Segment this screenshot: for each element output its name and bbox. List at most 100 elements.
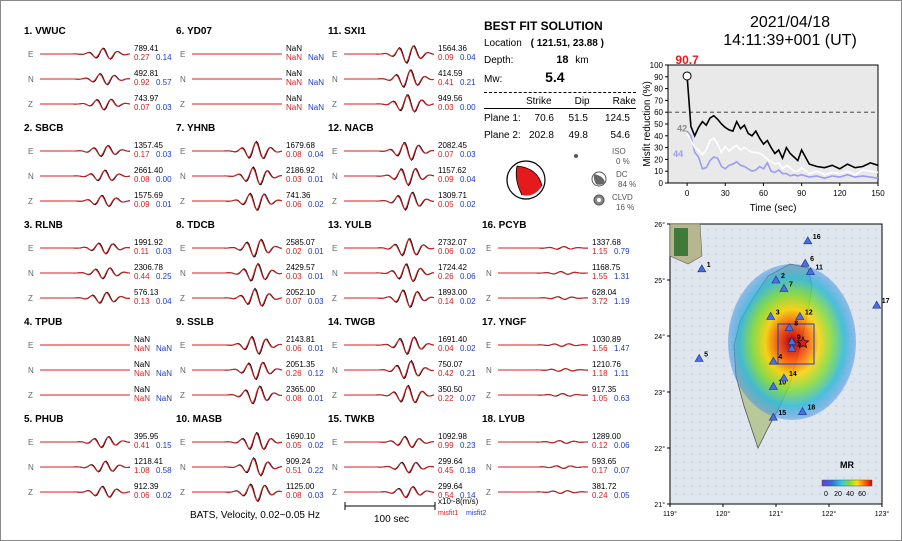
component-misfit2: 1.11 [614, 369, 630, 378]
map-grid-dot [715, 445, 717, 447]
map-grid-dot [811, 469, 813, 471]
map-grid-dot [851, 421, 853, 423]
map-grid-dot [851, 453, 853, 455]
component-label: N [180, 366, 186, 375]
map-grid-dot [811, 461, 813, 463]
map-grid-dot [699, 437, 701, 439]
map-grid-dot [739, 253, 741, 255]
synthetic-trace [192, 385, 283, 404]
rake-header: Rake [612, 96, 636, 107]
component-amplitude: 1210.76 [592, 360, 621, 369]
map-grid-dot [763, 253, 765, 255]
map-grid-dot [771, 437, 773, 439]
map-grid-dot [739, 245, 741, 247]
component-amplitude: 2661.40 [134, 166, 163, 175]
map-grid-dot [875, 293, 877, 295]
map-grid-dot [867, 309, 869, 311]
map-grid-dot [691, 477, 693, 479]
map-grid-dot [755, 237, 757, 239]
map-grid-dot [875, 261, 877, 263]
synthetic-trace [40, 461, 131, 472]
component-misfit1: 0.08 [286, 394, 302, 403]
map-grid-dot [675, 477, 677, 479]
mw-value: 5.4 [545, 69, 565, 85]
plane-2-rake: 54.6 [610, 130, 630, 141]
component-misfit1: 0.09 [134, 200, 150, 209]
component-misfit2: 0.01 [308, 272, 324, 281]
plane-1-label: Plane 1: [484, 113, 521, 124]
map-grid-dot [827, 421, 829, 423]
component-misfit1: 1.18 [592, 369, 608, 378]
component-label: N [28, 75, 34, 84]
observed-trace [344, 167, 435, 187]
map-grid-dot [723, 453, 725, 455]
component-label: Z [180, 488, 185, 497]
map-grid-dot [803, 429, 805, 431]
synthetic-trace [498, 296, 588, 300]
synthetic-trace [344, 264, 435, 282]
component-misfit2: 0.22 [308, 466, 324, 475]
map-grid-dot [699, 421, 701, 423]
depth-unit: km [575, 55, 589, 66]
x-tick-label: 90 [797, 189, 806, 198]
component-label: Z [28, 197, 33, 206]
solution-title: BEST FIT SOLUTION [484, 19, 603, 33]
map-grid-dot [867, 413, 869, 415]
component-amplitude: NaN [134, 385, 150, 394]
map-grid-dot [675, 381, 677, 383]
station-marker-label: 16 [813, 234, 821, 241]
lon-tick-label: 122° [822, 510, 837, 518]
lon-tick-label: 123° [875, 510, 890, 518]
map-grid-dot [835, 493, 837, 495]
component-misfit2: 0.14 [460, 491, 476, 500]
map-grid-dot [715, 277, 717, 279]
map-grid-dot [835, 269, 837, 271]
map-grid-dot [787, 485, 789, 487]
map-grid-dot [763, 445, 765, 447]
station-marker-label: 6 [810, 256, 814, 263]
map-grid-dot [723, 357, 725, 359]
component-amplitude: 2143.81 [286, 335, 315, 344]
component-amplitude: 2306.78 [134, 263, 163, 272]
map-grid-dot [715, 293, 717, 295]
station-title: 16. PCYB [482, 220, 526, 231]
map-grid-dot [723, 309, 725, 311]
map-grid-dot [731, 309, 733, 311]
map-grid-dot [835, 477, 837, 479]
component-label: E [180, 50, 185, 59]
map-grid-dot [675, 285, 677, 287]
station-marker-label: 14 [789, 371, 797, 378]
map-grid-dot [707, 469, 709, 471]
map-grid-dot [795, 485, 797, 487]
y-tick-label: 70 [654, 96, 663, 105]
map-grid-dot [683, 389, 685, 391]
component-misfit1: 0.08 [286, 491, 302, 500]
map-grid-dot [691, 381, 693, 383]
map-grid-dot [739, 293, 741, 295]
map-grid-dot [787, 469, 789, 471]
component-misfit2: 0.02 [460, 247, 476, 256]
map-grid-dot [755, 469, 757, 471]
map-grid-dot [747, 477, 749, 479]
component-misfit1: 0.42 [438, 369, 454, 378]
component-misfit2: NaN [156, 394, 172, 403]
station-panel: 7. YHNB E 1679.680.08 0.04 N 2186.920.03 0.01 Z… [176, 123, 324, 211]
station-marker-label: 3 [776, 309, 780, 316]
map-grid-dot [675, 421, 677, 423]
map-grid-dot [731, 493, 733, 495]
map-grid-dot [795, 477, 797, 479]
synthetic-trace [344, 238, 435, 256]
map-grid-dot [691, 397, 693, 399]
map-grid-dot [683, 493, 685, 495]
map-grid-dot [859, 421, 861, 423]
map-grid-dot [779, 253, 781, 255]
component-misfit2: 0.04 [460, 175, 476, 184]
map-grid-dot [723, 229, 725, 231]
map-grid-dot [867, 285, 869, 287]
map-grid-dot [875, 437, 877, 439]
component-label: E [180, 244, 185, 253]
component-amplitude: NaN [134, 360, 150, 369]
map-grid-dot [723, 381, 725, 383]
map-grid-dot [755, 477, 757, 479]
component-label: Z [332, 294, 337, 303]
